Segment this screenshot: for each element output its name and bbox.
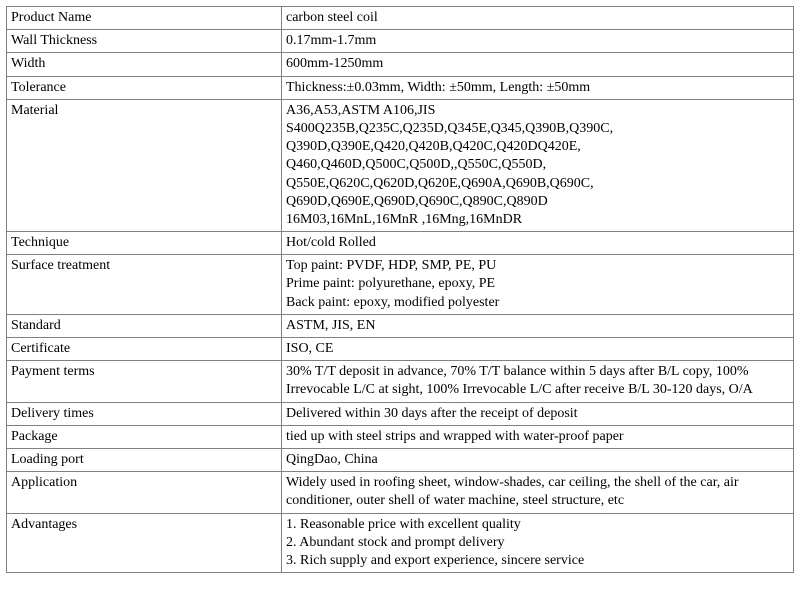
- row-value: QingDao, China: [282, 448, 794, 471]
- table-row: StandardASTM, JIS, EN: [7, 314, 794, 337]
- row-label: Loading port: [7, 448, 282, 471]
- row-label: Payment terms: [7, 361, 282, 402]
- row-label: Delivery times: [7, 402, 282, 425]
- row-label: Width: [7, 53, 282, 76]
- row-value: Top paint: PVDF, HDP, SMP, PE, PU Prime …: [282, 255, 794, 315]
- row-value: 30% T/T deposit in advance, 70% T/T bala…: [282, 361, 794, 402]
- table-row: ApplicationWidely used in roofing sheet,…: [7, 472, 794, 513]
- row-value: Widely used in roofing sheet, window-sha…: [282, 472, 794, 513]
- table-row: ToleranceThickness:±0.03mm, Width: ±50mm…: [7, 76, 794, 99]
- table-row: Delivery timesDelivered within 30 days a…: [7, 402, 794, 425]
- row-value: 600mm-1250mm: [282, 53, 794, 76]
- spec-table: Product Namecarbon steel coil Wall Thick…: [6, 6, 794, 573]
- row-label: Application: [7, 472, 282, 513]
- table-row: Loading portQingDao, China: [7, 448, 794, 471]
- table-row: Surface treatmentTop paint: PVDF, HDP, S…: [7, 255, 794, 315]
- row-value: 1. Reasonable price with excellent quali…: [282, 513, 794, 573]
- table-row: MaterialA36,A53,ASTM A106,JIS S400Q235B,…: [7, 99, 794, 231]
- table-row: Product Namecarbon steel coil: [7, 7, 794, 30]
- row-label: Product Name: [7, 7, 282, 30]
- row-label: Certificate: [7, 338, 282, 361]
- row-value: ASTM, JIS, EN: [282, 314, 794, 337]
- row-label: Tolerance: [7, 76, 282, 99]
- spec-table-body: Product Namecarbon steel coil Wall Thick…: [7, 7, 794, 573]
- table-row: CertificateISO, CE: [7, 338, 794, 361]
- row-value: ISO, CE: [282, 338, 794, 361]
- row-label: Material: [7, 99, 282, 231]
- row-value: tied up with steel strips and wrapped wi…: [282, 425, 794, 448]
- row-value: Thickness:±0.03mm, Width: ±50mm, Length:…: [282, 76, 794, 99]
- row-value: 0.17mm-1.7mm: [282, 30, 794, 53]
- row-label: Wall Thickness: [7, 30, 282, 53]
- row-label: Standard: [7, 314, 282, 337]
- row-value: Hot/cold Rolled: [282, 232, 794, 255]
- table-row: Payment terms30% T/T deposit in advance,…: [7, 361, 794, 402]
- row-label: Package: [7, 425, 282, 448]
- table-row: Wall Thickness0.17mm-1.7mm: [7, 30, 794, 53]
- row-label: Advantages: [7, 513, 282, 573]
- row-label: Technique: [7, 232, 282, 255]
- row-value: Delivered within 30 days after the recei…: [282, 402, 794, 425]
- row-value: carbon steel coil: [282, 7, 794, 30]
- table-row: Width600mm-1250mm: [7, 53, 794, 76]
- row-label: Surface treatment: [7, 255, 282, 315]
- table-row: TechniqueHot/cold Rolled: [7, 232, 794, 255]
- table-row: Advantages1. Reasonable price with excel…: [7, 513, 794, 573]
- row-value: A36,A53,ASTM A106,JIS S400Q235B,Q235C,Q2…: [282, 99, 794, 231]
- table-row: Packagetied up with steel strips and wra…: [7, 425, 794, 448]
